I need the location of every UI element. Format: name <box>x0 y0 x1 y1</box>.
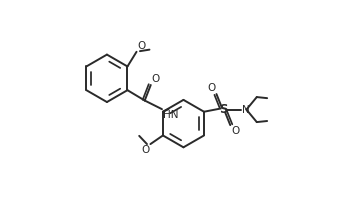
Text: O: O <box>207 83 216 93</box>
Text: O: O <box>137 41 145 51</box>
Text: HN: HN <box>162 110 178 120</box>
Text: N: N <box>242 105 250 115</box>
Text: O: O <box>231 126 239 136</box>
Text: O: O <box>141 145 149 155</box>
Text: S: S <box>219 103 228 116</box>
Text: O: O <box>152 74 160 84</box>
